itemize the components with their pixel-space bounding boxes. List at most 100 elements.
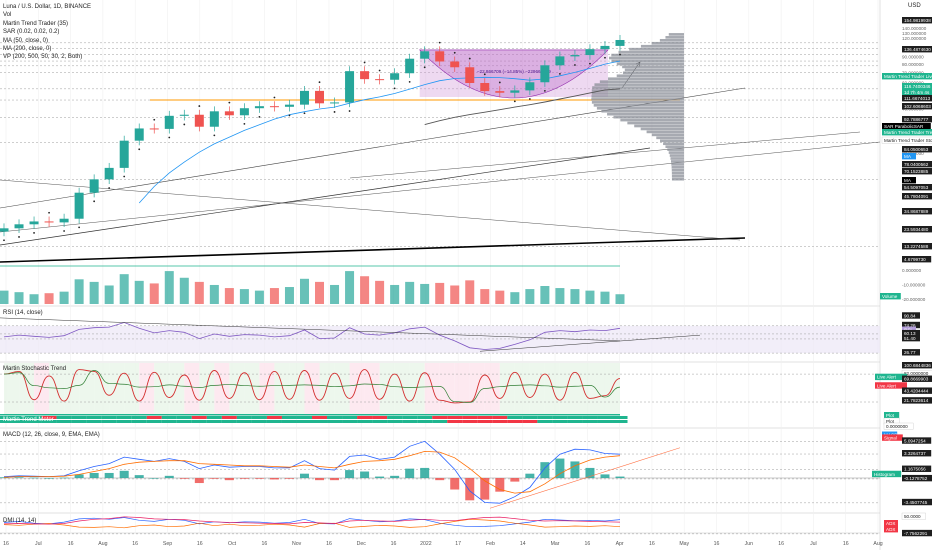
macd-axis-label-bg	[872, 470, 902, 478]
macd-hist-bar	[540, 462, 550, 478]
candle-body	[29, 221, 39, 225]
meter-block	[146, 420, 162, 423]
stoch-zone	[439, 363, 455, 414]
price-label-bg	[902, 46, 932, 53]
macd-title[interactable]: MACD (12, 26, close, 9, EMA, EMA)	[3, 432, 100, 438]
x-tick-label: Jul	[35, 541, 42, 547]
stoch-pane: 100.6844836 82.0000000 Live Alert 69.866990…	[0, 362, 932, 414]
meter-block	[191, 416, 207, 419]
price-label: Martin Trend Trader Trend Line	[884, 130, 932, 135]
volume-profile-row	[620, 118, 684, 122]
meter-block	[372, 416, 388, 419]
macd-hist-bar	[239, 478, 249, 479]
stoch-axis-label: 100.6844836	[904, 363, 931, 368]
price-label: 54.5097053	[904, 185, 929, 190]
meter-block	[342, 416, 358, 419]
volume-profile-row	[622, 65, 684, 69]
indicator-ma200[interactable]: MA (200, close, 0)	[3, 46, 52, 53]
macd-hist-bar	[480, 478, 490, 500]
price-label-bg	[902, 168, 932, 175]
ma200-line	[424, 88, 621, 126]
indicator-sar[interactable]: SAR (0.02, 0.02, 0.2)	[3, 29, 60, 36]
macd-axis-label-bg	[902, 529, 932, 537]
candle-body	[14, 224, 24, 229]
price-label-bg	[902, 116, 932, 123]
price-label: 13.2274588	[904, 244, 929, 249]
dmi-axis-label-bg	[901, 512, 926, 520]
macd-hist-bar	[164, 475, 174, 478]
sar-dot	[258, 115, 261, 118]
macd-hist-bar	[345, 470, 355, 478]
indicator-martin-trend-trader[interactable]: Martin Trend Trader (35)	[3, 20, 69, 27]
macd-axis-label-bg	[902, 498, 932, 506]
rsi-axis-label-bg	[902, 326, 916, 333]
meter-title[interactable]: Martin Trend Meter	[3, 417, 54, 423]
volume-profile-row	[624, 68, 684, 72]
volume-bar	[0, 290, 9, 304]
price-label: Martin Trend Trader Stop Loss	[884, 138, 932, 143]
stoch-zone	[304, 363, 320, 414]
sar-dot	[438, 41, 441, 44]
volume-bar	[525, 289, 535, 304]
price-label: 45.7804091	[904, 194, 929, 199]
sar-dot	[604, 56, 606, 59]
volume-profile-row	[671, 160, 684, 163]
volume-profile-row	[634, 124, 684, 128]
x-tick-label: 16	[584, 541, 590, 547]
symbol-title[interactable]: Luna / U.S. Dollar, 1D, BINANCE	[3, 4, 92, 10]
rsi-axis-label-bg	[902, 312, 920, 319]
indicator-vp[interactable]: VP (200, 500, 50, 30, 2, Both)	[3, 54, 83, 61]
meter-block	[522, 420, 538, 423]
sar-dot	[333, 111, 336, 113]
volume-profile-row	[616, 74, 684, 78]
macd-hist-bar	[29, 477, 39, 479]
meter-block	[266, 420, 282, 423]
macd-hist-bar	[315, 478, 325, 481]
meter-block	[432, 420, 448, 423]
stoch-zone	[574, 363, 590, 414]
volume-bar	[224, 288, 234, 304]
volume-bar	[555, 288, 565, 304]
x-tick-label: Sep	[163, 541, 172, 547]
rsi-trend-line	[479, 334, 701, 352]
volume-profile-row	[591, 92, 684, 95]
volume-profile-row	[651, 41, 684, 45]
indicator-vol[interactable]: Vol	[3, 12, 12, 19]
indicator-ma50[interactable]: MA (50, close, 0)	[3, 37, 49, 44]
meter-axis-label: 0.0000000	[886, 424, 908, 429]
volume-profile-row	[640, 44, 684, 48]
sar-dot	[33, 232, 35, 234]
candle-body	[615, 39, 625, 46]
stoch-zone	[139, 363, 155, 414]
volume-profile-row	[671, 174, 684, 178]
stoch-axis-label: 21.7823614	[904, 398, 929, 403]
macd-hist-bar	[600, 474, 610, 478]
candle-body	[134, 128, 144, 141]
stoch-d-line	[3, 370, 621, 403]
rsi-trend-line	[0, 317, 621, 342]
candle	[239, 103, 249, 125]
stoch-zone	[94, 363, 110, 414]
price-label-bg	[902, 103, 932, 110]
candle-body	[239, 108, 249, 116]
meter-block	[552, 416, 568, 419]
adx-line	[3, 516, 621, 525]
sar-dot	[318, 81, 321, 84]
rsi-title[interactable]: RSI (14, close)	[3, 310, 43, 316]
x-tick-label: 16	[68, 541, 74, 547]
meter-block	[71, 416, 87, 419]
macd-hist-bar	[119, 470, 129, 478]
meter-block	[477, 420, 493, 423]
stoch-title[interactable]: Martin Stochastic Trend	[3, 366, 67, 372]
candle-body	[540, 65, 550, 83]
rsi-axis-label-bg	[902, 329, 920, 337]
meter-block	[357, 420, 373, 423]
candle	[435, 41, 445, 67]
candle-body	[224, 111, 234, 116]
candle	[284, 99, 294, 117]
volume-profile-row	[599, 80, 684, 84]
rsi-axis-label: 90.84	[904, 313, 916, 318]
dmi-title[interactable]: DMI (14, 14)	[3, 518, 37, 524]
stoch-zone	[334, 363, 350, 414]
